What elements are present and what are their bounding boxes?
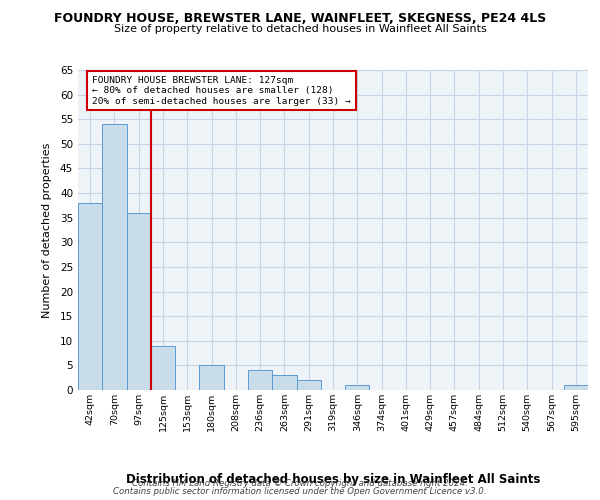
Y-axis label: Number of detached properties: Number of detached properties [41,142,52,318]
Text: FOUNDRY HOUSE BREWSTER LANE: 127sqm
← 80% of detached houses are smaller (128)
2: FOUNDRY HOUSE BREWSTER LANE: 127sqm ← 80… [92,76,351,106]
Text: FOUNDRY HOUSE, BREWSTER LANE, WAINFLEET, SKEGNESS, PE24 4LS: FOUNDRY HOUSE, BREWSTER LANE, WAINFLEET,… [54,12,546,26]
Bar [345,385,370,390]
Bar [151,346,175,390]
Bar [296,380,321,390]
Bar [78,203,102,390]
Bar [564,385,588,390]
Text: Contains public sector information licensed under the Open Government Licence v3: Contains public sector information licen… [113,487,487,496]
X-axis label: Distribution of detached houses by size in Wainfleet All Saints: Distribution of detached houses by size … [126,473,540,486]
Text: Contains HM Land Registry data © Crown copyright and database right 2024.: Contains HM Land Registry data © Crown c… [132,478,468,488]
Bar [272,375,296,390]
Bar [248,370,272,390]
Text: Size of property relative to detached houses in Wainfleet All Saints: Size of property relative to detached ho… [113,24,487,34]
Bar [102,124,127,390]
Bar [127,213,151,390]
Bar [199,366,224,390]
